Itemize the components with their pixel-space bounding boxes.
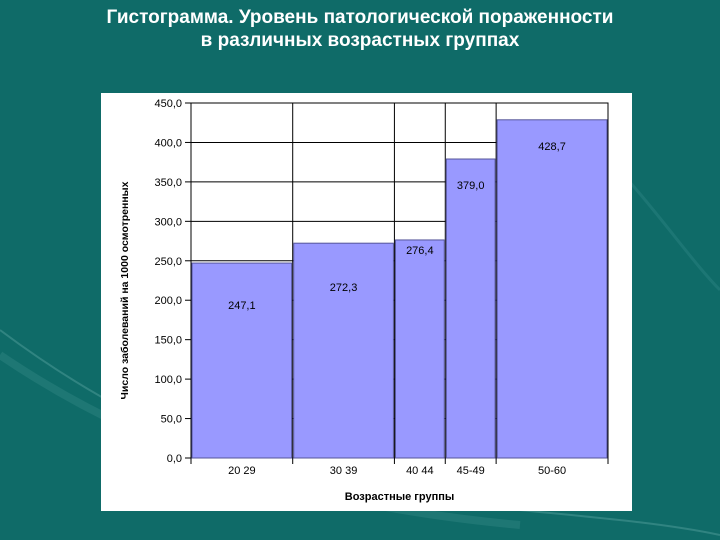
histogram-chart: 0,0 50,0 100,0 150,0 200,0 250,0 300,0 350,0 400…: [119, 98, 609, 503]
y-tick-label: 150,0: [154, 335, 182, 347]
data-label: 247,1: [228, 300, 256, 312]
slide-title-line-2: в различных возрастных группах: [200, 30, 520, 51]
x-tick-label: 20 29: [228, 465, 256, 477]
histogram-bar: [496, 119, 608, 459]
y-tick-label: 350,0: [154, 177, 182, 189]
x-tick-label: 40 44: [406, 465, 434, 477]
y-axis-title: Число заболеваний на 1000 осмотренных: [119, 181, 131, 399]
y-tick-label: 450,0: [154, 98, 182, 110]
y-tick-label: 250,0: [154, 256, 182, 268]
chart-panel: 0,0 50,0 100,0 150,0 200,0 250,0 300,0 350,0 400…: [101, 93, 632, 511]
data-label: 379,0: [457, 180, 485, 192]
histogram-bar: [191, 262, 293, 459]
x-tick-label: 50-60: [538, 465, 566, 477]
data-label: 276,4: [406, 245, 434, 257]
histogram-bar: [394, 239, 445, 459]
y-tick-label: 0,0: [167, 453, 182, 465]
x-axis-title: Возрастные группы: [345, 491, 455, 503]
histogram-bar: [293, 242, 394, 459]
x-tick-label: 45-49: [457, 465, 485, 477]
data-label: 272,3: [330, 282, 358, 294]
y-tick-label: 100,0: [154, 374, 182, 386]
slide-title: Гистограмма. Уровень патологической пора…: [0, 6, 720, 52]
y-tick-label: 300,0: [154, 216, 182, 228]
slide-title-line-1: Гистограмма. Уровень патологической пора…: [106, 7, 614, 28]
data-label: 428,7: [538, 141, 566, 153]
y-tick-label: 50,0: [161, 414, 182, 426]
y-tick-label: 400,0: [154, 137, 182, 149]
histogram-bar: [445, 158, 496, 459]
y-tick-label: 200,0: [154, 295, 182, 307]
x-tick-label: 30 39: [330, 465, 358, 477]
